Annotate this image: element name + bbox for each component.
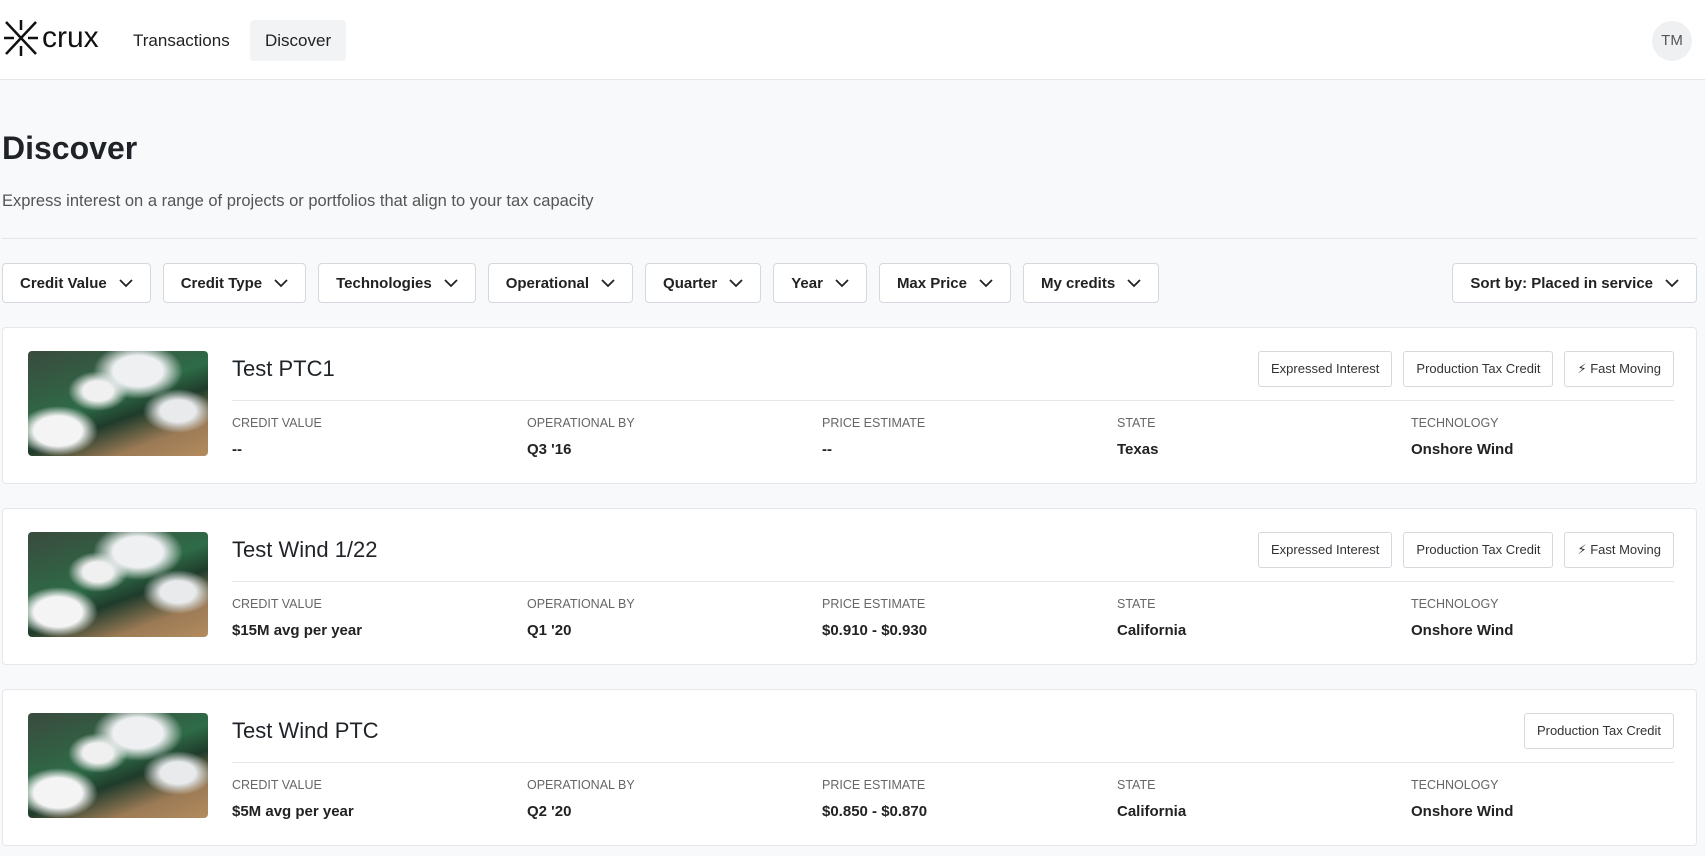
field-value: California bbox=[1117, 622, 1187, 639]
chevron bbox=[601, 278, 615, 287]
divider bbox=[232, 581, 1674, 582]
filter-label: Year bbox=[791, 274, 823, 292]
nav-link[interactable]: Discover bbox=[250, 20, 347, 61]
filter-label: Credit Type bbox=[180, 274, 263, 292]
filter-button[interactable]: Quarter bbox=[645, 263, 762, 303]
project-image bbox=[28, 532, 208, 637]
chevron bbox=[729, 278, 743, 287]
project-card[interactable]: Test Wind PTC Production Tax Credit CREDIT… bbox=[2, 689, 1697, 846]
logo[interactable]: crux bbox=[2, 18, 99, 58]
chevron bbox=[274, 278, 288, 287]
chevron bbox=[1665, 278, 1679, 287]
project-image bbox=[28, 351, 208, 456]
filter-label: Credit Value bbox=[20, 274, 107, 292]
filter-button[interactable]: Year bbox=[773, 263, 867, 303]
field-label: TECHNOLOGY bbox=[1411, 416, 1499, 430]
project-card[interactable]: Test Wind 1/22 Expressed Interest Producti… bbox=[2, 508, 1697, 665]
filter-label: My credits bbox=[1040, 274, 1116, 292]
chevron bbox=[835, 278, 849, 287]
field-label: CREDIT VALUE bbox=[232, 416, 322, 430]
field-label: TECHNOLOGY bbox=[1411, 597, 1499, 611]
field-label: OPERATIONAL BY bbox=[527, 778, 635, 792]
filter-label: Technologies bbox=[336, 274, 432, 292]
sort-button[interactable]: Sort by: Placed in service bbox=[1452, 263, 1697, 303]
field-label: PRICE ESTIMATE bbox=[822, 778, 926, 792]
filter-button[interactable]: Credit Type bbox=[162, 263, 307, 303]
field-value: Q2 '20 bbox=[527, 803, 572, 820]
field-label: PRICE ESTIMATE bbox=[822, 416, 926, 430]
field-value: Q3 '16 bbox=[527, 441, 572, 458]
field-value: $0.910 - $0.930 bbox=[822, 622, 928, 639]
sort-label: Sort by: Placed in service bbox=[1470, 274, 1653, 292]
filter-button[interactable]: Operational bbox=[487, 263, 634, 303]
tag: Production Tax Credit bbox=[1403, 351, 1554, 387]
project-title: Test PTC1 bbox=[232, 356, 335, 381]
filter-button[interactable]: Technologies bbox=[318, 263, 476, 303]
field-value: Onshore Wind bbox=[1411, 803, 1514, 820]
tag: ⚡ Fast Moving bbox=[1564, 351, 1674, 387]
tag: Expressed Interest bbox=[1258, 532, 1393, 568]
tag-list: Expressed Interest Production Tax Credit ⚡… bbox=[1258, 532, 1674, 568]
field-value: Onshore Wind bbox=[1411, 441, 1514, 458]
tag-list: Production Tax Credit bbox=[1523, 713, 1674, 749]
field-label: PRICE ESTIMATE bbox=[822, 597, 926, 611]
field-value: $0.850 - $0.870 bbox=[822, 803, 928, 820]
field-value: -- bbox=[232, 441, 242, 458]
tag: Production Tax Credit bbox=[1523, 713, 1674, 749]
divider bbox=[2, 238, 1697, 239]
top-bar: crux Transactions Discover TM bbox=[0, 0, 1705, 80]
project-image bbox=[28, 713, 208, 818]
field-label: CREDIT VALUE bbox=[232, 597, 322, 611]
filter-bar: Credit Value Credit Type Technologies Opera… bbox=[2, 263, 1160, 303]
project-title: Test Wind 1/22 bbox=[232, 537, 378, 562]
tag: Production Tax Credit bbox=[1403, 532, 1554, 568]
tag: ⚡ Fast Moving bbox=[1564, 532, 1674, 568]
field-label: CREDIT VALUE bbox=[232, 778, 322, 792]
nav-link[interactable]: Transactions bbox=[133, 31, 230, 50]
field-value: Texas bbox=[1117, 441, 1159, 458]
field-value: $5M avg per year bbox=[232, 803, 354, 820]
field-label: TECHNOLOGY bbox=[1411, 778, 1499, 792]
divider bbox=[232, 400, 1674, 401]
field-value: $15M avg per year bbox=[232, 622, 363, 639]
filter-button[interactable]: Max Price bbox=[878, 263, 1011, 303]
logo-text: crux bbox=[42, 21, 99, 54]
field-label: STATE bbox=[1117, 416, 1156, 430]
field-value: Q1 '20 bbox=[527, 622, 572, 639]
field-label: STATE bbox=[1117, 778, 1156, 792]
filter-button[interactable]: My credits bbox=[1022, 263, 1160, 303]
field-value: -- bbox=[822, 441, 832, 458]
filter-label: Quarter bbox=[663, 274, 718, 292]
avatar[interactable]: TM bbox=[1652, 21, 1692, 61]
project-title: Test Wind PTC bbox=[232, 718, 379, 743]
filter-label: Operational bbox=[505, 274, 590, 292]
filter-button[interactable]: Credit Value bbox=[2, 263, 151, 303]
field-label: OPERATIONAL BY bbox=[527, 416, 635, 430]
chevron bbox=[979, 278, 993, 287]
filter-label: Max Price bbox=[896, 274, 967, 292]
chevron bbox=[1127, 278, 1141, 287]
divider bbox=[232, 762, 1674, 763]
field-value: California bbox=[1117, 803, 1187, 820]
field-label: OPERATIONAL BY bbox=[527, 597, 635, 611]
chevron bbox=[119, 278, 133, 287]
page-title: Discover bbox=[2, 130, 138, 166]
field-value: Onshore Wind bbox=[1411, 622, 1514, 639]
chevron bbox=[444, 278, 458, 287]
logo-icon bbox=[4, 20, 38, 56]
tag-list: Expressed Interest Production Tax Credit ⚡… bbox=[1258, 351, 1674, 387]
page-subtitle: Express interest on a range of projects … bbox=[2, 192, 594, 210]
tag: Expressed Interest bbox=[1258, 351, 1393, 387]
field-label: STATE bbox=[1117, 597, 1156, 611]
project-card[interactable]: Test PTC1 Expressed Interest Production Ta… bbox=[2, 327, 1697, 484]
